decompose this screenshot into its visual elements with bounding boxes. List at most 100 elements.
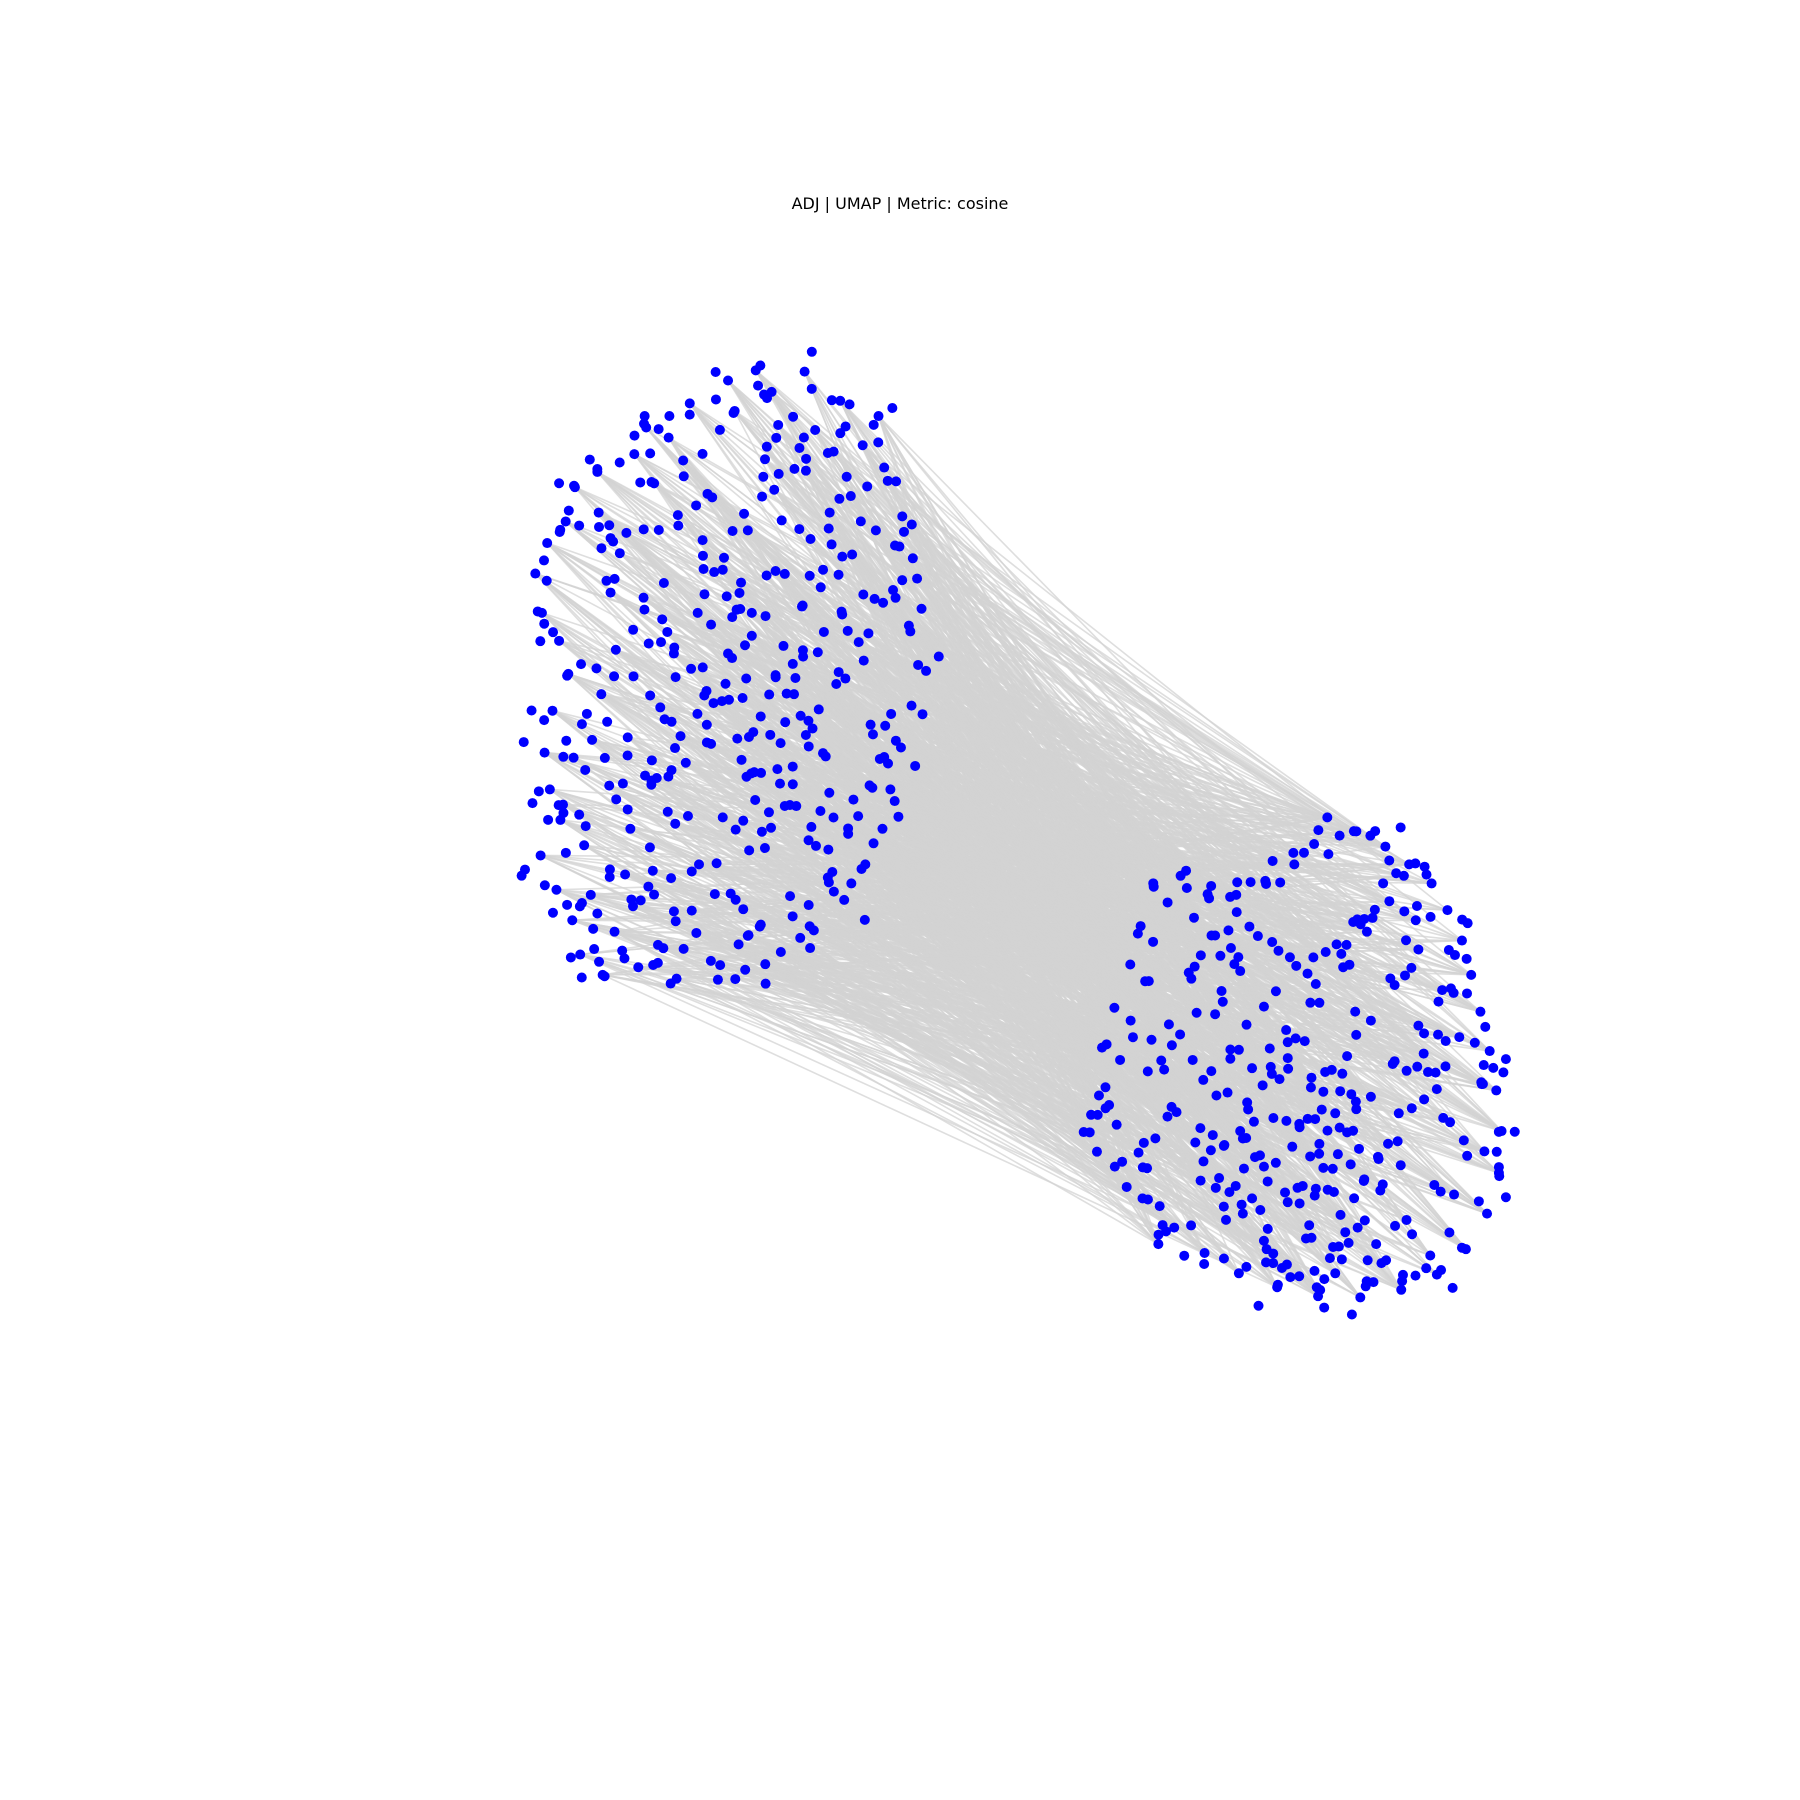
node-point bbox=[599, 752, 610, 763]
node-point bbox=[1217, 996, 1228, 1007]
node-point bbox=[795, 932, 806, 943]
node-point bbox=[1257, 1080, 1268, 1091]
edge bbox=[549, 788, 1341, 1216]
node-point bbox=[694, 859, 704, 870]
node-point bbox=[576, 719, 587, 730]
node-point bbox=[883, 758, 894, 769]
node-point bbox=[1324, 1253, 1335, 1264]
node-point bbox=[643, 881, 654, 892]
edge bbox=[833, 451, 1437, 1074]
node-point bbox=[1345, 1159, 1356, 1170]
node-point bbox=[657, 614, 668, 625]
node-point bbox=[791, 801, 802, 812]
node-point bbox=[1348, 1125, 1359, 1136]
node-point bbox=[736, 577, 747, 588]
node-point bbox=[1456, 1242, 1467, 1253]
node-point bbox=[1322, 1125, 1333, 1136]
edge bbox=[864, 863, 1335, 1193]
node-point bbox=[1127, 1032, 1138, 1043]
node-point bbox=[1458, 1135, 1469, 1146]
node-point bbox=[1461, 953, 1472, 964]
node-point bbox=[1284, 952, 1295, 963]
node-point bbox=[617, 778, 628, 789]
node-point bbox=[855, 516, 866, 527]
node-point bbox=[781, 688, 792, 699]
node-point bbox=[750, 795, 761, 806]
node-point bbox=[1362, 1255, 1373, 1266]
node-point bbox=[879, 462, 890, 473]
edge bbox=[632, 905, 1149, 1073]
node-point bbox=[755, 711, 766, 722]
node-point bbox=[769, 484, 780, 495]
node-point bbox=[804, 570, 815, 581]
node-point bbox=[1233, 1268, 1244, 1279]
node-point bbox=[646, 779, 657, 790]
node-point bbox=[1355, 1292, 1366, 1303]
node-point bbox=[1294, 1198, 1305, 1209]
node-point bbox=[844, 399, 855, 410]
node-point bbox=[1298, 847, 1309, 858]
node-point bbox=[738, 904, 749, 915]
node-point bbox=[1210, 1009, 1221, 1020]
node-point bbox=[1305, 1082, 1316, 1093]
node-point bbox=[740, 964, 751, 975]
node-point bbox=[585, 889, 596, 900]
node-point bbox=[611, 794, 622, 805]
node-point bbox=[1342, 1051, 1353, 1062]
node-point bbox=[1268, 1248, 1279, 1259]
node-point bbox=[539, 715, 550, 726]
node-point bbox=[1300, 1233, 1311, 1244]
node-point bbox=[766, 822, 777, 833]
node-point bbox=[709, 889, 720, 900]
node-point bbox=[1412, 1061, 1423, 1072]
node-point bbox=[889, 540, 900, 551]
node-point bbox=[1207, 1130, 1218, 1141]
node-point bbox=[622, 804, 633, 815]
node-point bbox=[770, 672, 781, 683]
edge bbox=[850, 495, 1405, 877]
node-point bbox=[1231, 907, 1242, 918]
node-point bbox=[1419, 861, 1430, 872]
node-point bbox=[1337, 1068, 1348, 1079]
node-point bbox=[916, 603, 927, 614]
node-point bbox=[1132, 928, 1143, 939]
node-point bbox=[1199, 1247, 1210, 1258]
node-point bbox=[913, 659, 924, 670]
node-point bbox=[893, 811, 904, 822]
node-point bbox=[761, 441, 772, 452]
node-point bbox=[1187, 1054, 1198, 1065]
node-point bbox=[1330, 1268, 1341, 1279]
node-point bbox=[1361, 926, 1372, 937]
node-point bbox=[1395, 1160, 1406, 1171]
node-point bbox=[1225, 942, 1236, 953]
node-point bbox=[723, 694, 734, 705]
node-point bbox=[656, 637, 667, 648]
node-point bbox=[711, 858, 722, 869]
node-point bbox=[1425, 1250, 1436, 1261]
node-point bbox=[1384, 855, 1395, 866]
node-point bbox=[1264, 1043, 1275, 1054]
node-point bbox=[1294, 1118, 1305, 1129]
node-point bbox=[810, 840, 821, 851]
node-point bbox=[763, 807, 774, 818]
edge bbox=[870, 724, 1301, 1204]
node-point bbox=[1319, 1274, 1330, 1285]
node-point bbox=[806, 821, 817, 832]
node-point bbox=[803, 715, 814, 726]
node-point bbox=[859, 914, 870, 925]
node-point bbox=[807, 723, 818, 734]
node-point bbox=[1344, 959, 1355, 970]
node-point bbox=[596, 689, 607, 700]
node-point bbox=[1449, 1189, 1460, 1200]
node-point bbox=[787, 761, 798, 772]
node-point bbox=[1392, 1136, 1403, 1147]
node-point bbox=[1310, 979, 1321, 990]
node-point bbox=[882, 475, 893, 486]
node-point bbox=[880, 720, 891, 731]
node-point bbox=[801, 453, 812, 464]
node-point bbox=[1204, 893, 1215, 904]
node-point bbox=[519, 864, 530, 875]
edge bbox=[901, 515, 1386, 848]
node-point bbox=[1166, 1040, 1177, 1051]
edge bbox=[572, 900, 1390, 922]
